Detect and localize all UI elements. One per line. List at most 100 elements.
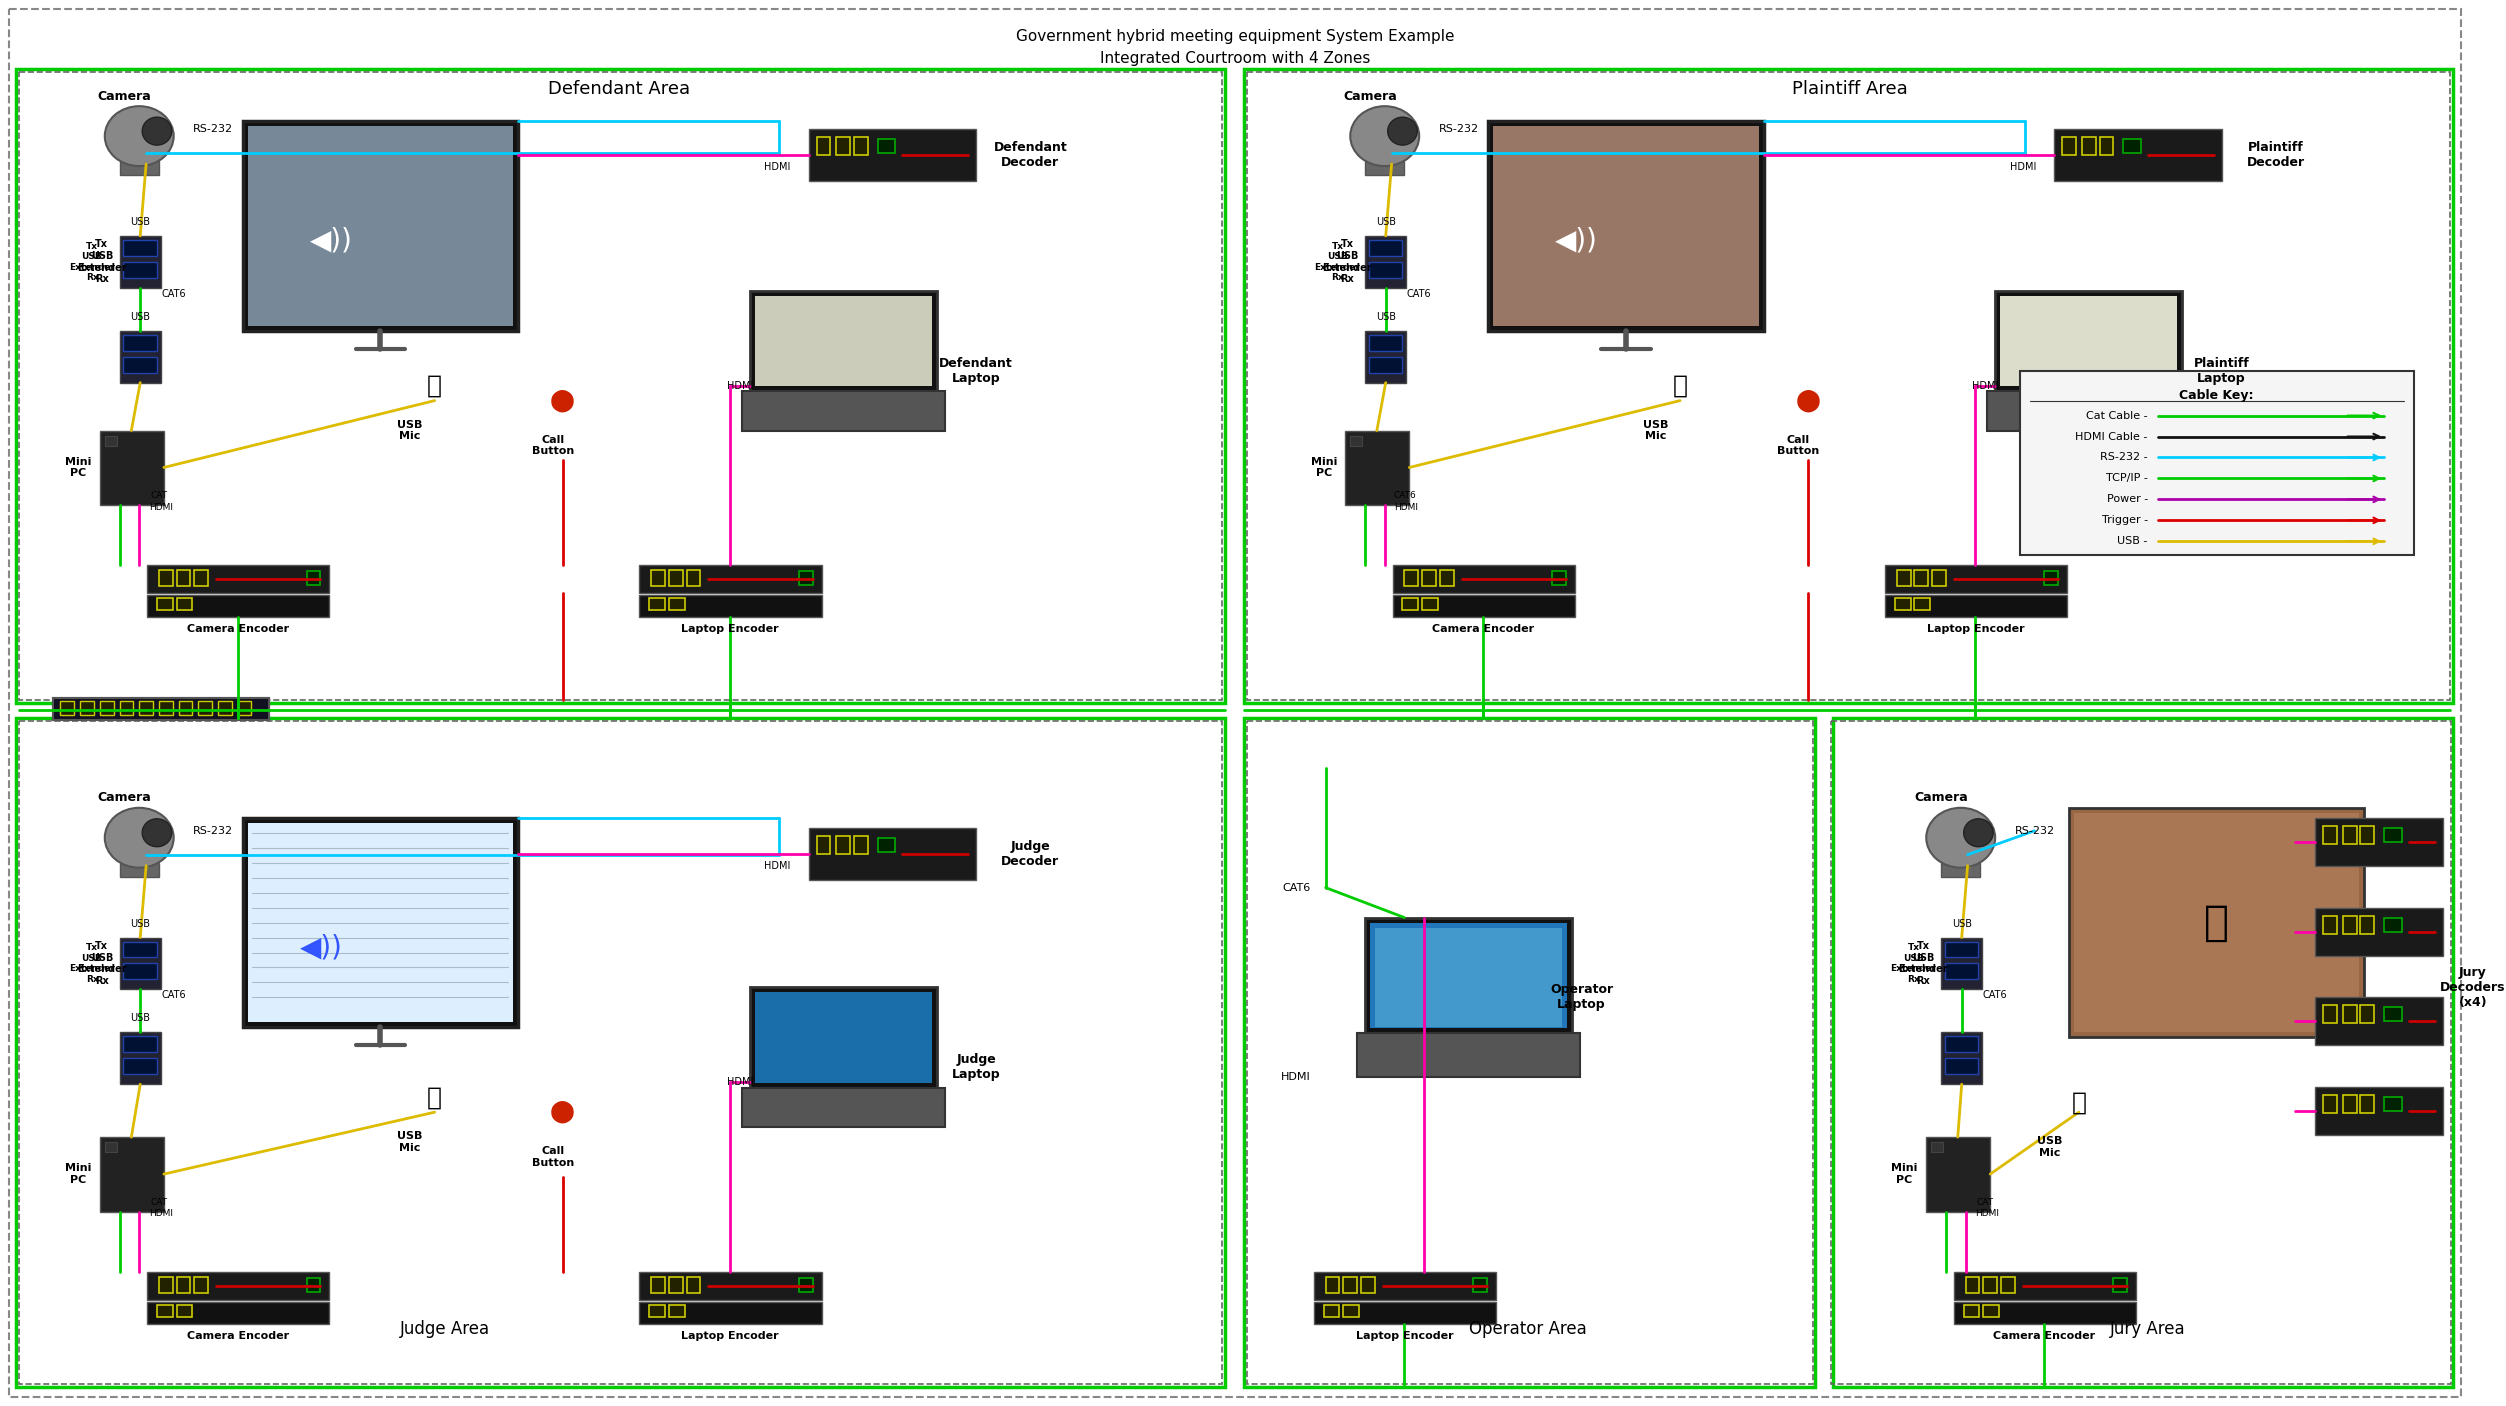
- Text: ◀)): ◀)): [311, 226, 353, 254]
- Bar: [2323, 915, 2336, 934]
- Bar: [1489, 121, 1764, 330]
- Text: 🎙: 🎙: [426, 374, 441, 398]
- Text: Laptop Encoder: Laptop Encoder: [682, 624, 779, 634]
- Text: Mini
PC: Mini PC: [65, 457, 90, 478]
- Ellipse shape: [1927, 808, 1995, 868]
- Text: Judge Area: Judge Area: [398, 1320, 489, 1337]
- Text: USB
Mic: USB Mic: [1644, 420, 1669, 441]
- Text: USB: USB: [130, 1014, 150, 1024]
- Bar: [120, 938, 160, 990]
- Bar: [1393, 595, 1574, 617]
- Bar: [306, 571, 321, 585]
- Bar: [2361, 825, 2373, 844]
- Text: CAT6: CAT6: [1982, 990, 2007, 1001]
- Bar: [2323, 1005, 2336, 1024]
- Bar: [1403, 598, 1418, 610]
- Bar: [15, 718, 1225, 1386]
- Bar: [799, 571, 812, 585]
- Text: Call
Button: Call Button: [531, 1146, 574, 1168]
- Bar: [1955, 1302, 2135, 1324]
- Text: ⬤: ⬤: [551, 389, 574, 412]
- Bar: [1351, 436, 1363, 446]
- Bar: [2316, 908, 2443, 956]
- Bar: [100, 430, 163, 505]
- Text: CAT: CAT: [150, 1198, 168, 1206]
- Text: 🎙: 🎙: [426, 1085, 441, 1109]
- Bar: [2343, 915, 2356, 934]
- Bar: [877, 838, 895, 852]
- Bar: [158, 702, 173, 716]
- Bar: [1441, 571, 1453, 586]
- Text: Camera Encoder: Camera Encoder: [185, 1330, 288, 1341]
- Bar: [120, 236, 160, 288]
- Bar: [652, 1277, 664, 1294]
- Bar: [754, 295, 932, 387]
- Bar: [211, 702, 223, 716]
- Bar: [754, 993, 932, 1083]
- Bar: [639, 1302, 822, 1324]
- Bar: [1368, 240, 1403, 256]
- Text: HDMI: HDMI: [1393, 503, 1418, 512]
- Bar: [135, 153, 148, 165]
- Bar: [2323, 825, 2336, 844]
- Text: Judge
Laptop: Judge Laptop: [952, 1053, 1000, 1081]
- Bar: [2361, 1005, 2373, 1024]
- Bar: [1366, 918, 1571, 1032]
- Bar: [1965, 1305, 1980, 1317]
- Bar: [2383, 1007, 2401, 1021]
- Bar: [1982, 1277, 1997, 1294]
- Bar: [306, 1278, 321, 1292]
- Text: RS-232: RS-232: [1438, 124, 1479, 134]
- Text: Defendant
Laptop: Defendant Laptop: [940, 357, 1012, 385]
- Text: CAT6: CAT6: [1283, 883, 1311, 893]
- Bar: [1371, 922, 1566, 1028]
- Text: Tx
USB
Extender
Rx: Tx USB Extender Rx: [1316, 242, 1361, 283]
- Text: USB: USB: [1376, 217, 1396, 226]
- Ellipse shape: [143, 117, 173, 145]
- Bar: [669, 1305, 684, 1317]
- Ellipse shape: [143, 818, 173, 846]
- Text: USB: USB: [1376, 312, 1396, 322]
- Text: HDMI: HDMI: [764, 860, 789, 870]
- Bar: [238, 702, 251, 716]
- Bar: [2383, 828, 2401, 842]
- Bar: [2082, 138, 2095, 155]
- Text: Trigger -: Trigger -: [2103, 516, 2148, 526]
- Text: Tx
USB
Extender
Rx: Tx USB Extender Rx: [70, 943, 115, 984]
- Bar: [160, 702, 173, 716]
- Bar: [649, 1305, 664, 1317]
- Bar: [158, 1305, 173, 1317]
- Text: Camera: Camera: [1343, 90, 1396, 103]
- Bar: [135, 855, 148, 866]
- Text: Defendant
Decoder: Defendant Decoder: [992, 141, 1068, 169]
- Bar: [2075, 813, 2361, 1032]
- Bar: [1366, 162, 1403, 174]
- Ellipse shape: [105, 107, 173, 166]
- Bar: [158, 571, 173, 586]
- Bar: [2323, 1095, 2336, 1114]
- Text: Call
Button: Call Button: [1777, 434, 1819, 457]
- Bar: [158, 598, 173, 610]
- Text: Integrated Courtroom with 4 Zones: Integrated Courtroom with 4 Zones: [1100, 51, 1371, 66]
- Bar: [1421, 598, 1438, 610]
- Bar: [1945, 942, 1977, 957]
- Bar: [1942, 938, 1982, 990]
- Bar: [837, 138, 850, 155]
- Text: Camera: Camera: [98, 90, 150, 103]
- Text: Camera: Camera: [98, 792, 150, 804]
- Bar: [120, 330, 160, 382]
- Bar: [53, 697, 268, 720]
- Text: USB
Mic: USB Mic: [398, 1132, 424, 1153]
- Ellipse shape: [105, 808, 173, 868]
- Bar: [20, 721, 1223, 1384]
- Bar: [1915, 571, 1927, 586]
- Bar: [1326, 1277, 1338, 1294]
- Bar: [110, 702, 123, 716]
- Bar: [2383, 918, 2401, 932]
- Text: Camera Encoder: Camera Encoder: [185, 624, 288, 634]
- Text: ◀)): ◀)): [301, 934, 343, 962]
- Text: Plaintiff
Decoder: Plaintiff Decoder: [2248, 141, 2306, 169]
- Bar: [243, 121, 519, 330]
- Bar: [1885, 595, 2067, 617]
- Bar: [855, 138, 867, 155]
